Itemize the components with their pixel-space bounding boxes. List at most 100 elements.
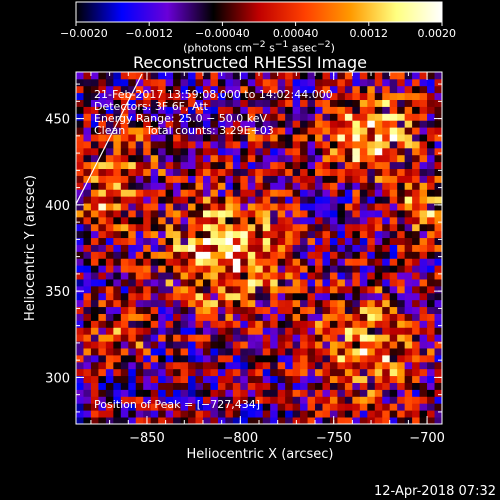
heatmap-cell — [344, 120, 353, 128]
heatmap-cell — [173, 72, 181, 80]
heatmap-cell — [419, 341, 428, 349]
heatmap-cell — [374, 251, 383, 259]
heatmap-cell — [344, 244, 353, 252]
heatmap-cell — [382, 237, 391, 245]
heatmap-cell — [434, 251, 442, 259]
heatmap-cell — [180, 334, 189, 342]
heatmap-cell — [285, 279, 294, 287]
heatmap-cell — [404, 78, 413, 87]
heatmap-cell — [113, 189, 122, 197]
heatmap-cell — [210, 106, 219, 114]
heatmap-cell — [292, 237, 301, 245]
heatmap-cell — [225, 272, 234, 280]
heatmap-cell — [329, 175, 338, 183]
heatmap-cell — [337, 348, 346, 356]
heatmap-cell — [173, 134, 181, 142]
heatmap-cell — [173, 320, 181, 328]
heatmap-cell — [202, 196, 211, 204]
heatmap-cell — [367, 251, 376, 259]
heatmap-cell — [389, 368, 398, 377]
heatmap-cell — [277, 389, 286, 397]
heatmap-cell — [135, 175, 144, 183]
heatmap-cell — [76, 120, 84, 128]
heatmap-cell — [277, 175, 286, 183]
heatmap-cell — [315, 361, 323, 370]
heatmap-cell — [173, 141, 181, 149]
heatmap-cell — [188, 272, 196, 280]
heatmap-cell — [389, 341, 398, 349]
heatmap-cell — [412, 99, 420, 107]
heatmap-cell — [307, 265, 316, 273]
heatmap-cell — [322, 230, 331, 239]
heatmap-cell — [329, 272, 338, 280]
heatmap-cell — [158, 237, 167, 245]
heatmap-cell — [322, 389, 331, 397]
heatmap-cell — [150, 134, 159, 142]
heatmap-cell — [337, 85, 346, 94]
heatmap-cell — [150, 196, 159, 204]
heatmap-cell — [202, 216, 211, 225]
heatmap-cell — [427, 361, 435, 370]
heatmap-cell — [270, 237, 279, 245]
heatmap-cell — [247, 120, 256, 128]
heatmap-cell — [352, 113, 361, 121]
heatmap-cell — [83, 375, 92, 383]
heatmap-cell — [344, 141, 353, 149]
heatmap-cell — [359, 237, 368, 245]
heatmap-cell — [255, 361, 264, 370]
heatmap-cell — [352, 265, 361, 273]
heatmap-cell — [427, 189, 435, 197]
heatmap-cell — [158, 99, 167, 107]
heatmap-cell — [337, 251, 346, 259]
heatmap-cell — [217, 265, 226, 273]
heatmap-cell — [240, 396, 249, 404]
heatmap-cell — [359, 182, 368, 190]
heatmap-cell — [412, 175, 420, 183]
heatmap-cell — [135, 382, 144, 390]
heatmap-cell — [374, 78, 383, 87]
heatmap-cell — [150, 161, 159, 170]
heatmap-cell — [344, 216, 353, 225]
heatmap-cell — [262, 285, 271, 294]
heatmap-cell — [427, 141, 435, 149]
heatmap-cell — [165, 216, 174, 225]
heatmap-cell — [202, 265, 211, 273]
heatmap-cell — [382, 210, 391, 218]
heatmap-cell — [158, 147, 167, 156]
heatmap-cell — [98, 292, 107, 301]
heatmap-cell — [262, 134, 271, 142]
heatmap-cell — [143, 279, 152, 287]
heatmap-cell — [240, 334, 249, 342]
heatmap-cell — [322, 161, 331, 170]
heatmap-cell — [135, 182, 144, 190]
heatmap-cell — [367, 92, 376, 101]
heatmap-cell — [217, 120, 226, 128]
heatmap-cell — [337, 99, 346, 107]
heatmap-cell — [135, 216, 144, 225]
heatmap-cell — [135, 244, 144, 252]
heatmap-cell — [150, 175, 159, 183]
heatmap-cell — [277, 334, 286, 342]
heatmap-cell — [397, 161, 406, 170]
heatmap-cell — [247, 210, 256, 218]
heatmap-cell — [195, 389, 204, 397]
heatmap-cell — [404, 251, 413, 259]
heatmap-cell — [315, 175, 323, 183]
heatmap-cell — [397, 175, 406, 183]
heatmap-cell — [217, 341, 226, 349]
heatmap-cell — [292, 375, 301, 383]
heatmap-cell — [300, 258, 308, 266]
heatmap-cell — [83, 134, 92, 142]
heatmap-cell — [270, 175, 279, 183]
heatmap-cell — [105, 85, 114, 94]
heatmap-cell — [270, 134, 279, 142]
heatmap-cell — [434, 299, 442, 308]
heatmap-cell — [307, 230, 316, 239]
heatmap-cell — [240, 120, 249, 128]
heatmap-cell — [300, 396, 308, 404]
heatmap-cell — [165, 292, 174, 301]
heatmap-cell — [135, 375, 144, 383]
heatmap-cell — [352, 237, 361, 245]
heatmap-cell — [83, 92, 92, 101]
heatmap-cell — [210, 189, 219, 197]
